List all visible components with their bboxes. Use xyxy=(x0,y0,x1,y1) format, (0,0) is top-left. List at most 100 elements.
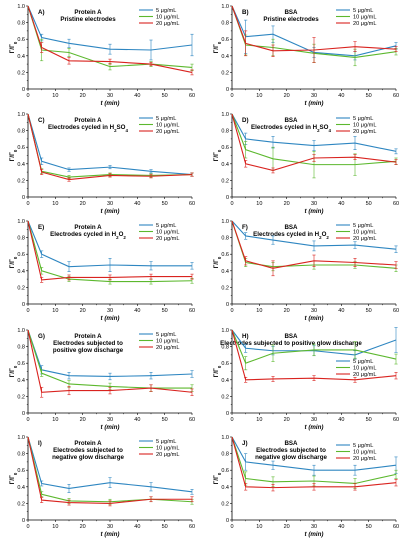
x-tick-label: 30 xyxy=(107,93,113,99)
x-tick-label: 20 xyxy=(284,201,290,207)
x-tick-label: 30 xyxy=(311,524,317,530)
x-tick-label: 50 xyxy=(366,93,372,99)
x-tick-label: 30 xyxy=(311,308,317,314)
panel-letter: I) xyxy=(38,440,42,447)
legend-label: 10 μg/mL xyxy=(156,15,179,21)
x-axis-label: t (min) xyxy=(101,208,120,215)
y-axis-label-group: Γ/Γ0 xyxy=(213,256,222,268)
series-line xyxy=(27,436,192,504)
y-tick-label: 0 xyxy=(226,87,229,93)
y-axis-label: Γ/Γ0 xyxy=(213,149,222,161)
x-tick-label: 20 xyxy=(80,308,86,314)
panel-e: 0 0.2 0.4 0.6 0.8 1.0 0 10 20 30 40 50 60 t (min) Γ/Γ0… xyxy=(9,219,195,322)
panel-title-line: Protein A xyxy=(74,117,102,124)
x-tick-label: 0 xyxy=(26,93,29,99)
y-tick-label: 0.4 xyxy=(221,269,229,275)
series-3 xyxy=(27,220,194,283)
x-axis-label: t (min) xyxy=(101,424,120,431)
series-1 xyxy=(231,220,398,253)
panel-letter: J) xyxy=(242,440,248,447)
panel-title-line: BSA xyxy=(284,440,298,447)
legend-label: 20 μg/mL xyxy=(353,21,376,27)
x-tick-label: 30 xyxy=(311,201,317,207)
panel-title-line: Electrodes cycled in H2O2 xyxy=(253,231,329,240)
x-tick-label: 60 xyxy=(393,524,399,530)
panel-title-line: Protein A xyxy=(74,333,102,340)
x-tick-label: 10 xyxy=(256,93,262,99)
series-line xyxy=(27,329,193,378)
x-tick-label: 10 xyxy=(52,201,58,207)
legend-label: 20 μg/mL xyxy=(353,129,376,135)
x-tick-label: 50 xyxy=(162,524,168,530)
y-tick-label: 1.0 xyxy=(17,4,25,10)
x-tick-label: 0 xyxy=(26,201,29,207)
y-tick-label: 0.8 xyxy=(17,129,25,135)
panel-title-line: Electrodes subjected to positive glow di… xyxy=(220,340,362,347)
x-tick-label: 40 xyxy=(338,417,344,423)
legend-label: 10 μg/mL xyxy=(353,15,376,21)
legend-label: 5 μg/mL xyxy=(156,116,176,122)
y-tick-label: 0.6 xyxy=(17,468,25,474)
x-tick-label: 40 xyxy=(134,524,140,530)
y-tick-label: 0 xyxy=(22,411,25,417)
panel-title-line: Pristine electrodes xyxy=(60,16,116,23)
y-tick-label: 0.2 xyxy=(17,178,25,184)
y-axis-label: Γ/Γ0 xyxy=(9,472,18,484)
x-tick-label: 20 xyxy=(80,201,86,207)
x-tick-label: 20 xyxy=(80,93,86,99)
panel-letter: A) xyxy=(38,9,45,16)
x-tick-label: 0 xyxy=(230,524,233,530)
panel-letter: F) xyxy=(242,224,248,231)
y-axis-label-group: Γ/Γ0 xyxy=(9,41,18,53)
x-tick-label: 10 xyxy=(52,524,58,530)
x-tick-label: 50 xyxy=(162,93,168,99)
legend-label: 20 μg/mL xyxy=(353,236,376,242)
panel-letter: G) xyxy=(38,333,45,340)
y-axis-label: Γ/Γ0 xyxy=(213,256,222,268)
panel-title-line: Pristine electrodes xyxy=(263,16,319,23)
series-line xyxy=(231,113,397,152)
x-tick-label: 20 xyxy=(80,524,86,530)
y-axis-label-group: Γ/Γ0 xyxy=(213,149,222,161)
x-tick-label: 0 xyxy=(230,308,233,314)
panel-f: 0 0.2 0.4 0.6 0.8 1.0 0 10 20 30 40 50 60 t (min) Γ/Γ0… xyxy=(213,219,399,322)
legend-label: 20 μg/mL xyxy=(353,372,376,378)
x-tick-label: 40 xyxy=(134,93,140,99)
y-axis-label-group: Γ/Γ0 xyxy=(9,256,18,268)
series-line xyxy=(27,220,192,268)
series-3 xyxy=(231,329,398,383)
y-tick-label: 0.8 xyxy=(221,236,229,242)
y-axis-label-group: Γ/Γ0 xyxy=(213,365,222,377)
panel-i: 0 0.2 0.4 0.6 0.8 1.0 0 10 20 30 40 50 60 t (min) Γ/Γ0… xyxy=(9,435,195,538)
panel-title-line: Protein A xyxy=(74,224,102,231)
panel-letter: C) xyxy=(38,117,45,124)
legend-label: 10 μg/mL xyxy=(353,366,376,372)
x-tick-label: 50 xyxy=(162,417,168,423)
y-tick-label: 0.4 xyxy=(221,54,229,60)
y-tick-label: 0.6 xyxy=(221,361,229,367)
x-axis-label: t (min) xyxy=(101,315,120,322)
y-tick-label: 0.8 xyxy=(17,236,25,242)
legend-label: 5 μg/mL xyxy=(353,443,373,449)
legend-label: 20 μg/mL xyxy=(353,456,376,462)
panel-title-line: BSA xyxy=(284,224,298,231)
series-line xyxy=(231,5,397,57)
legend-label: 5 μg/mL xyxy=(156,8,176,14)
y-tick-label: 0.2 xyxy=(221,70,229,76)
legend-label: 10 μg/mL xyxy=(353,230,376,236)
legend-label: 20 μg/mL xyxy=(156,129,179,135)
legend-label: 10 μg/mL xyxy=(156,339,179,345)
x-tick-label: 60 xyxy=(189,417,195,423)
series-line xyxy=(27,113,193,176)
series-1 xyxy=(27,436,194,495)
x-tick-label: 0 xyxy=(230,201,233,207)
y-tick-label: 0.4 xyxy=(17,378,25,384)
y-tick-label: 0.2 xyxy=(221,501,229,507)
y-tick-label: 0.8 xyxy=(221,452,229,458)
y-axis-label: Γ/Γ0 xyxy=(213,41,222,53)
y-tick-label: 1.0 xyxy=(221,328,229,334)
